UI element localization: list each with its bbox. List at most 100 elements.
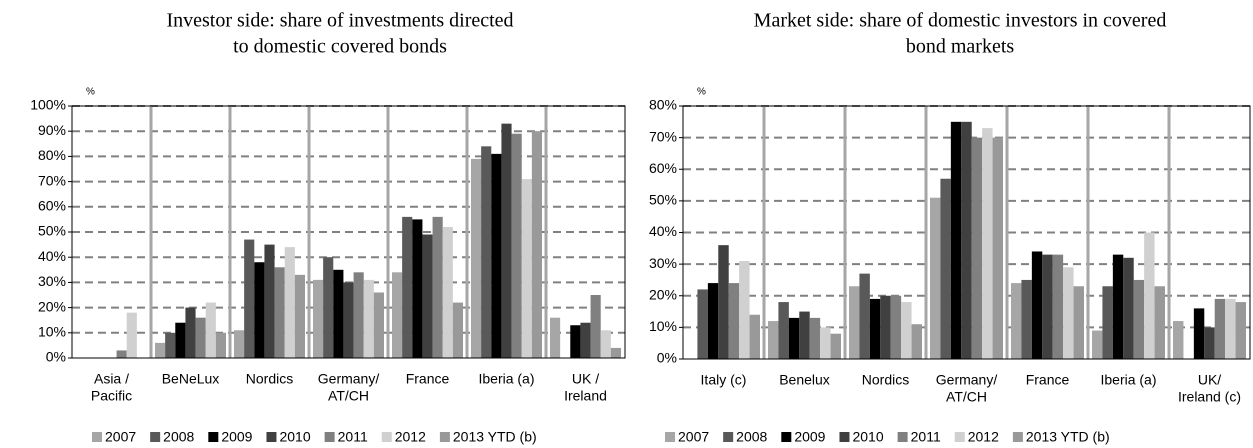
legend-swatch bbox=[324, 432, 335, 442]
y-tick-label: 100% bbox=[30, 97, 66, 113]
legend-label: 2012 bbox=[395, 429, 426, 445]
bar bbox=[185, 307, 196, 358]
bar bbox=[363, 279, 374, 358]
legend-swatch bbox=[665, 432, 675, 442]
bar bbox=[768, 321, 779, 359]
bar bbox=[600, 330, 611, 358]
y-tick-label: 0% bbox=[46, 349, 66, 365]
plot-frame bbox=[71, 105, 626, 359]
chart-title: Market side: share of domestic investors… bbox=[754, 10, 1167, 32]
legend-swatch bbox=[781, 432, 792, 442]
y-tick-label: 50% bbox=[649, 192, 677, 208]
y-tick-label: 0% bbox=[657, 350, 677, 366]
bar bbox=[610, 347, 621, 358]
bar bbox=[880, 295, 891, 359]
legend-swatch bbox=[208, 432, 219, 442]
chart-title: to domestic covered bonds bbox=[233, 36, 447, 58]
x-tick-label: Germany/ bbox=[936, 372, 998, 388]
bar bbox=[869, 298, 881, 359]
x-tick-label: UK/ bbox=[1198, 372, 1221, 388]
bar bbox=[778, 302, 789, 359]
legend-label: 2013 YTD (b) bbox=[1026, 429, 1110, 445]
legend-swatch bbox=[1012, 432, 1023, 442]
bar bbox=[950, 121, 962, 359]
legend-swatch bbox=[439, 432, 450, 442]
bar bbox=[820, 327, 831, 359]
plot-frame bbox=[682, 105, 1251, 360]
bar bbox=[284, 247, 295, 358]
y-tick-label: 10% bbox=[649, 318, 677, 334]
bar bbox=[274, 267, 285, 358]
x-tick-label: France bbox=[1026, 372, 1070, 388]
legend-label: 2010 bbox=[852, 429, 883, 445]
bar bbox=[1011, 283, 1022, 359]
legend-label: 2013 YTD (b) bbox=[453, 429, 537, 445]
bar bbox=[491, 153, 502, 358]
legend-swatch bbox=[92, 432, 102, 442]
y-tick-label: 40% bbox=[38, 248, 66, 264]
bar bbox=[930, 197, 941, 359]
bar bbox=[1225, 298, 1236, 359]
x-tick-label: France bbox=[406, 371, 450, 387]
bar bbox=[1214, 298, 1226, 359]
bar bbox=[590, 295, 601, 358]
bar bbox=[901, 302, 912, 359]
y-tick-label: 70% bbox=[649, 128, 677, 144]
x-tick-label: Ireland bbox=[564, 388, 607, 404]
bar bbox=[809, 317, 821, 359]
bar bbox=[992, 137, 1003, 359]
bar bbox=[511, 133, 522, 358]
bar bbox=[1123, 257, 1134, 359]
x-tick-label: Germany/ bbox=[318, 371, 380, 387]
bar bbox=[1193, 308, 1205, 359]
bar bbox=[294, 274, 305, 358]
bar bbox=[830, 333, 841, 359]
bar bbox=[1144, 232, 1155, 359]
bar bbox=[1154, 286, 1165, 359]
bar bbox=[481, 146, 492, 358]
bar bbox=[1133, 279, 1145, 359]
bar bbox=[116, 350, 127, 358]
x-tick-label: Iberia (a) bbox=[478, 371, 534, 387]
legend-swatch bbox=[954, 432, 965, 442]
legend-swatch bbox=[266, 432, 277, 442]
bar bbox=[940, 178, 951, 359]
bar bbox=[195, 317, 206, 358]
bar bbox=[697, 289, 708, 359]
legend-label: 2010 bbox=[279, 429, 310, 445]
y-unit: % bbox=[86, 87, 95, 98]
bar bbox=[580, 322, 591, 358]
legend-label: 2009 bbox=[794, 429, 825, 445]
y-tick-label: 30% bbox=[649, 255, 677, 271]
legend-label: 2009 bbox=[221, 429, 252, 445]
bar bbox=[1112, 254, 1124, 359]
y-tick-label: 50% bbox=[38, 223, 66, 239]
x-tick-label: Italy (c) bbox=[701, 372, 747, 388]
y-tick-label: 20% bbox=[649, 286, 677, 302]
bar bbox=[707, 283, 719, 359]
bar bbox=[1031, 251, 1043, 359]
x-tick-label: Benelux bbox=[779, 372, 830, 388]
bar bbox=[961, 121, 972, 359]
bar bbox=[1235, 302, 1246, 359]
bar bbox=[323, 257, 334, 358]
bar bbox=[788, 317, 800, 359]
bar bbox=[471, 158, 482, 358]
bar bbox=[234, 330, 245, 358]
bar bbox=[799, 311, 810, 359]
bar bbox=[911, 324, 922, 359]
bar bbox=[343, 282, 354, 358]
legend-label: 2007 bbox=[678, 429, 709, 445]
bar bbox=[402, 216, 413, 358]
bar bbox=[859, 273, 870, 359]
bar bbox=[1204, 327, 1215, 359]
bar bbox=[531, 131, 542, 358]
y-tick-label: 60% bbox=[38, 198, 66, 214]
bar bbox=[1092, 330, 1103, 359]
legend-label: 2011 bbox=[911, 429, 941, 445]
bar bbox=[728, 283, 740, 359]
legend-label: 2008 bbox=[736, 429, 767, 445]
legend-swatch bbox=[839, 432, 850, 442]
chart-title: Investor side: share of investments dire… bbox=[166, 10, 513, 32]
